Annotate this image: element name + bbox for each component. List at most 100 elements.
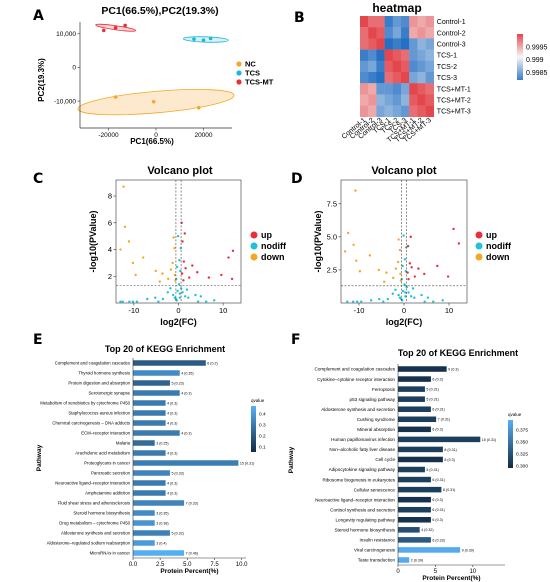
volcano-point-1-6: [178, 259, 181, 262]
pca-point-0-1: [151, 99, 156, 104]
volcano-plot-area: [340, 179, 468, 304]
heatmap-colorbar-label: 0.9985: [526, 70, 548, 77]
kegg-category-label: ECM–receptor interaction: [81, 431, 130, 436]
kegg-category-label: Steroid hormone biosynthesis: [73, 511, 130, 516]
volcano-point-0-12: [181, 240, 184, 243]
kegg-colorbar-label: 0.350: [516, 439, 528, 445]
volcano-panel-c: Volcano plot -10 0 10 2 4 6 8 log2(FC) -log10(PVa…: [88, 165, 287, 327]
kegg-bar-8: [398, 446, 443, 453]
panel-letter-b: B: [294, 10, 305, 26]
volcano-point-0-10: [407, 277, 410, 281]
volcano-y-axis-label: -log10(PValue): [313, 210, 323, 272]
heatmap-cell: [384, 49, 393, 61]
kegg-category-label: p53 signaling pathway: [350, 397, 396, 402]
panel-letter-a: A: [33, 8, 44, 24]
kegg-colorbar-title: qvalue: [508, 412, 522, 417]
volcano-point-1-30: [394, 288, 397, 291]
volcano-legend-label: down: [486, 252, 510, 262]
heatmap-cell: [401, 83, 410, 95]
volcano-y-tick-label: 2.5: [327, 266, 337, 275]
pca-title: PC1(66.5%),PC2(19.3%): [101, 5, 218, 17]
kegg-category-label: Drug metabolism – cytochrome P450: [59, 521, 130, 526]
volcano-point-1-3: [177, 283, 181, 286]
volcano-point-2-6: [358, 270, 362, 273]
volcano-point-0-6: [436, 264, 439, 268]
volcano-point-1-23: [131, 300, 135, 303]
kegg-bar-10: [133, 460, 239, 466]
volcano-point-0-1: [182, 260, 186, 263]
kegg-bar-data-label: 5 (0.33): [171, 471, 183, 475]
kegg-category-label: Neuroactive ligand–receptor interaction: [55, 481, 130, 486]
kegg-bar-data-label: 4 (0.35): [181, 371, 193, 375]
pca-y-axis-label: PC2(19.3%): [37, 58, 46, 102]
volcano-point-1-13: [397, 293, 400, 297]
kegg-category-label: Cell cycle: [375, 457, 395, 462]
volcano-point-0-2: [410, 266, 413, 269]
heatmap-row-label: Control-3: [437, 42, 466, 49]
kegg-category-label: Pancreatic secretion: [91, 471, 131, 476]
pca-legend-marker-1: [236, 70, 242, 76]
confidence-ellipse-1: [182, 36, 229, 43]
pca-y-tick-label: -10,000: [54, 98, 76, 105]
volcano-point-1-17: [386, 297, 389, 301]
volcano-point-0-2: [184, 267, 187, 270]
volcano-point-0-3: [413, 275, 416, 278]
heatmap-cell: [384, 38, 393, 50]
volcano-point-1-20: [199, 295, 203, 298]
kegg-bar-3: [398, 396, 425, 402]
volcano-point-1-18: [420, 293, 423, 297]
volcano-legend-marker-0: [475, 231, 483, 239]
kegg-category-label: Staphylococcus aureus infection: [68, 411, 130, 416]
kegg-category-label: Aldosterone synthesis and secretion: [321, 407, 395, 412]
kegg-bar-15: [133, 510, 155, 516]
heatmap-cell: [368, 60, 377, 73]
kegg-title: Top 20 of KEGG Enrichment: [398, 348, 518, 358]
heatmap-cell: [384, 94, 393, 106]
volcano-x-axis-label: log2(FC): [160, 317, 197, 327]
volcano-point-0-6: [207, 276, 211, 279]
heatmap-cell: [384, 27, 393, 39]
pca-point-0-2: [196, 106, 201, 110]
kegg-bar-9: [133, 450, 166, 456]
heatmap-cell: [409, 72, 418, 84]
volcano-point-0-7: [446, 275, 450, 278]
heatmap-cell: [409, 83, 418, 95]
kegg-bar-19: [133, 550, 185, 556]
kegg-colorbar-title: qvalue: [251, 398, 265, 403]
kegg-category-label: Cellular senescence: [354, 487, 396, 492]
heatmap-cell: [425, 94, 434, 106]
heatmap-row-label: Control-2: [437, 30, 466, 37]
volcano-point-2-16: [343, 250, 347, 253]
heatmap-cell: [401, 94, 410, 106]
panel-letter-c: C: [33, 171, 43, 187]
kegg-x-tick-label: 0.0: [129, 562, 138, 568]
heatmap-colorbar-label: 0.999: [526, 57, 544, 64]
kegg-category-label: Serotonergic synapse: [88, 391, 130, 396]
volcano-point-0-13: [183, 232, 186, 235]
volcano-point-1-26: [119, 300, 122, 303]
kegg-bar-data-label: 7 (0.31): [438, 418, 450, 422]
heatmap-cell: [417, 83, 426, 95]
kegg-bar-data-label: 8 (0.31): [444, 448, 456, 452]
volcano-point-2-2: [394, 267, 398, 270]
volcano-y-tick-label: 4: [108, 245, 112, 254]
kegg-bar-0: [398, 366, 447, 372]
heatmap-cell: [417, 72, 426, 84]
kegg-bar-data-label: 6 (0.3): [432, 428, 442, 432]
heatmap-title: heatmap: [372, 1, 421, 15]
kegg-bar-data-label: 4 (0.3): [167, 481, 177, 485]
volcano-point-1-31: [169, 287, 172, 290]
volcano-point-1-19: [378, 297, 381, 301]
kegg-bar-12: [398, 486, 442, 493]
volcano-point-1-12: [405, 285, 408, 289]
volcano-legend-marker-1: [475, 242, 483, 250]
heatmap-cell: [360, 49, 369, 61]
pca-y-tick-label: 10,000: [56, 31, 76, 38]
kegg-category-label: Cytokine–cytokine receptor interaction: [317, 377, 395, 382]
volcano-point-2-3: [167, 277, 170, 281]
volcano-point-0-4: [191, 264, 194, 267]
kegg-x-tick-label: 10: [469, 569, 476, 575]
volcano-point-1-1: [404, 295, 407, 298]
volcano-point-1-7: [175, 265, 179, 269]
heatmap-cell: [392, 72, 402, 84]
